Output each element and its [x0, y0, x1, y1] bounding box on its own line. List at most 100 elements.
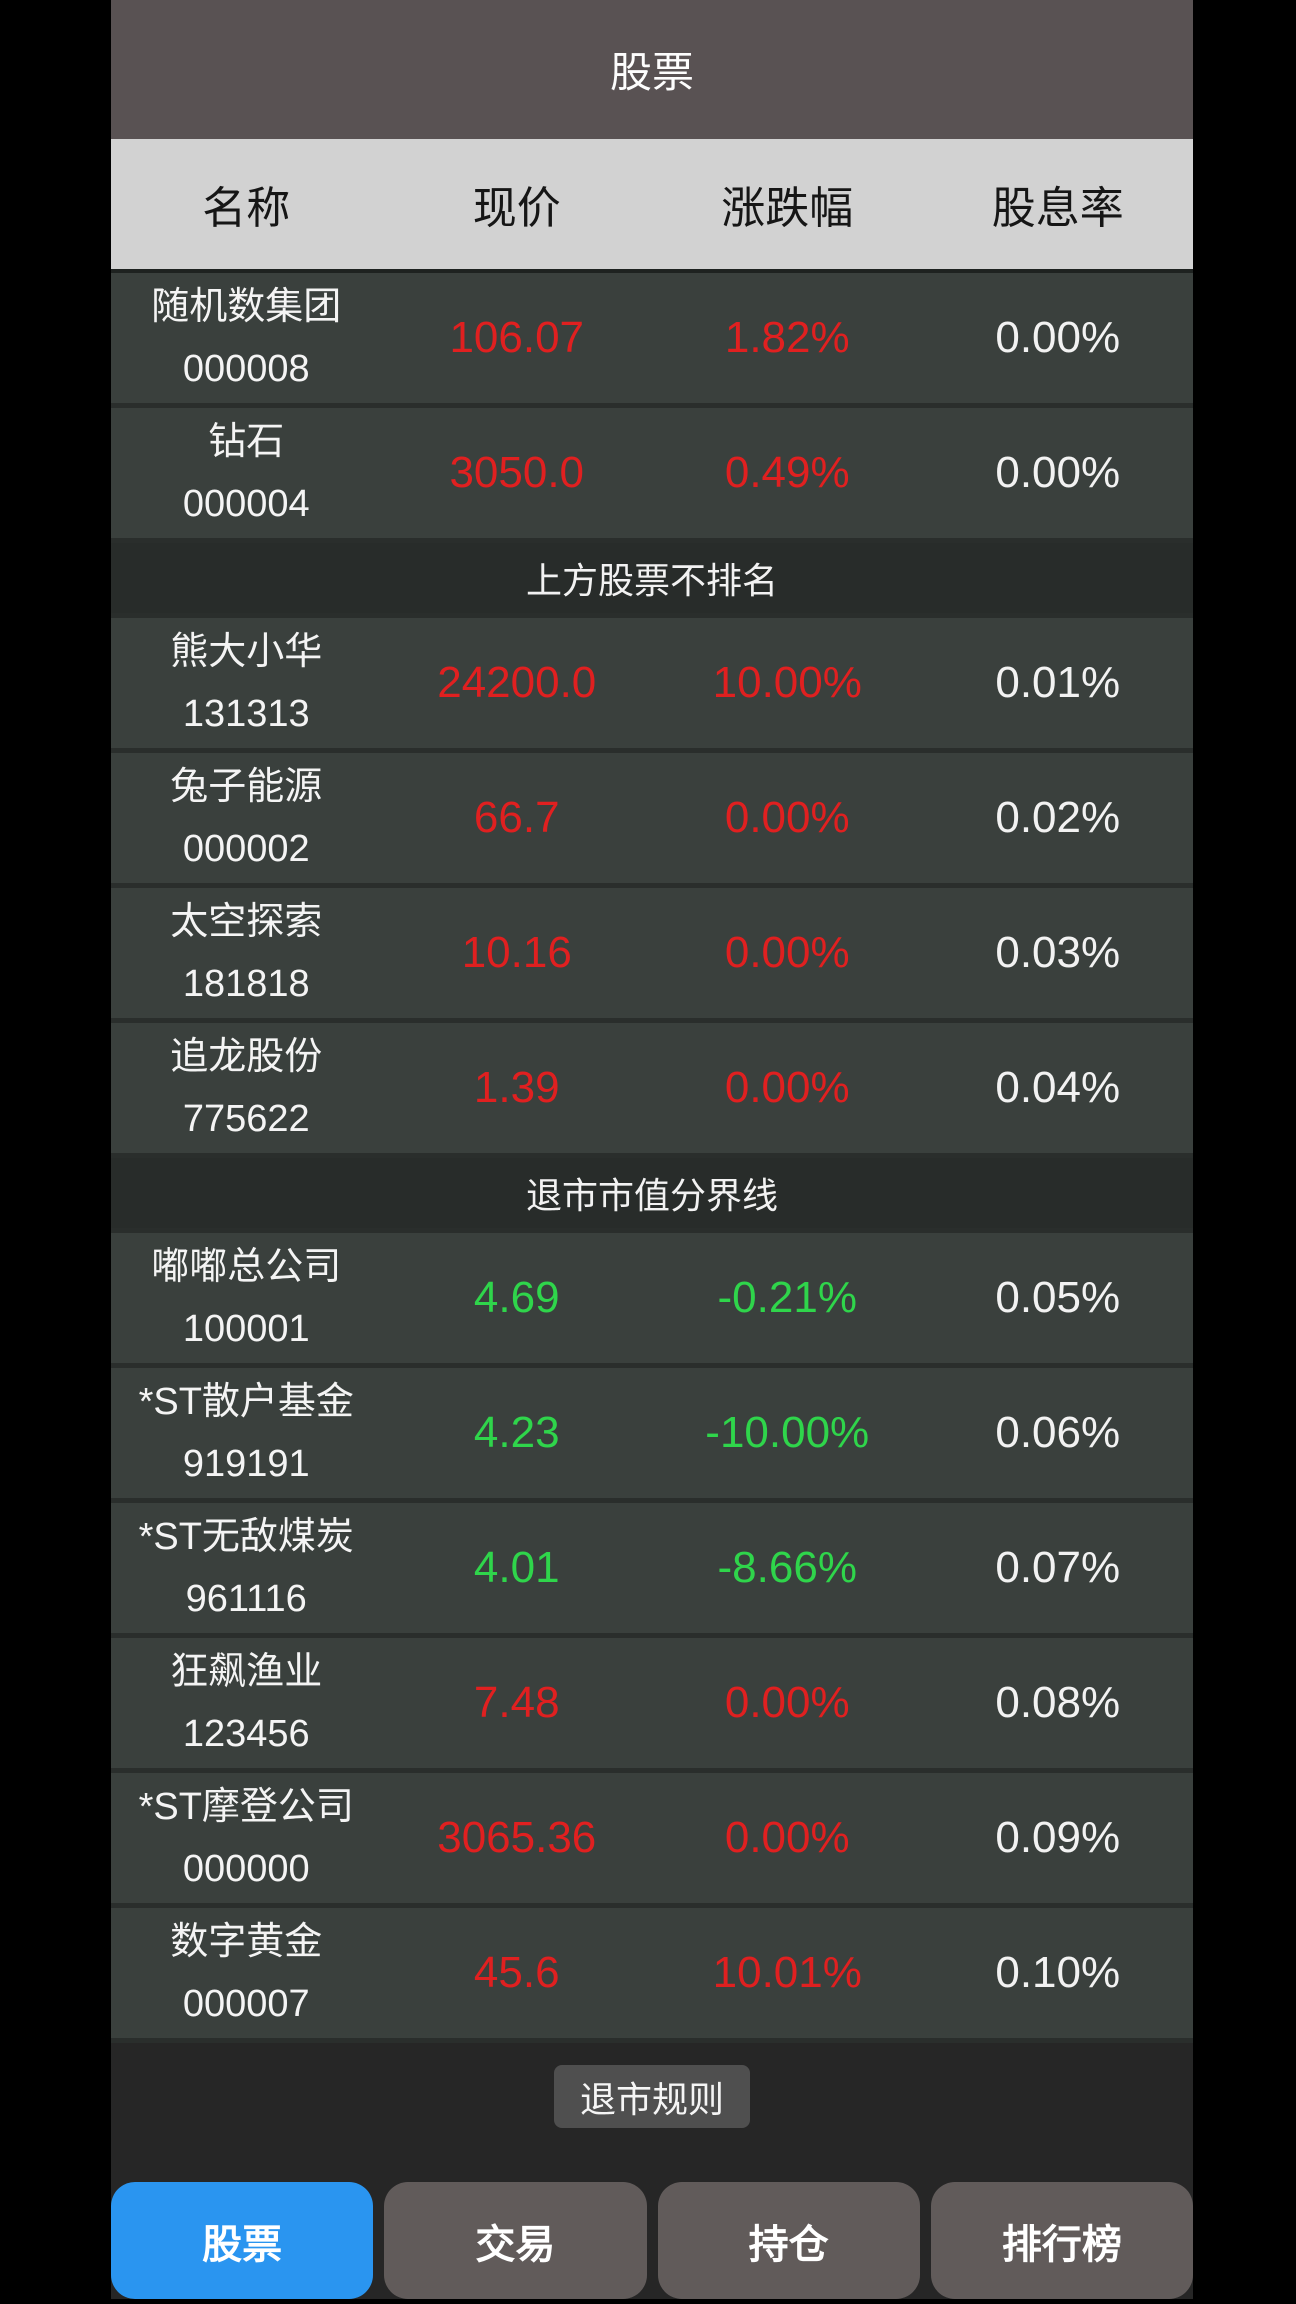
stock-change: -0.21% [717, 1273, 857, 1322]
stock-name: *ST散户基金 [138, 1381, 354, 1423]
separator-band-unranked: 上方股票不排名 [111, 543, 1193, 618]
tab-stocks[interactable]: 股票 [111, 2182, 374, 2299]
stock-name: 兔子能源 [170, 766, 323, 808]
table-row[interactable]: 随机数集团 000008 106.07 1.82% 0.00% [111, 273, 1193, 408]
stock-dividend: 0.08% [995, 1678, 1121, 1727]
stock-dividend: 0.00% [995, 313, 1121, 362]
stock-code: 000008 [182, 348, 310, 390]
table-row[interactable]: 钻石 000004 3050.0 0.49% 0.00% [111, 408, 1193, 543]
stock-name-cell: 追龙股份 775622 [111, 1023, 382, 1153]
tab-positions[interactable]: 持仓 [657, 2182, 920, 2299]
stock-name: 嘟嘟总公司 [151, 1246, 342, 1288]
table-row[interactable]: 追龙股份 775622 1.39 0.00% 0.04% [111, 1023, 1193, 1158]
table-row[interactable]: 嘟嘟总公司 100001 4.69 -0.21% 0.05% [111, 1233, 1193, 1368]
stock-price: 4.23 [473, 1408, 560, 1457]
stock-dividend: 0.03% [995, 928, 1121, 977]
stock-price: 24200.0 [437, 658, 597, 707]
title-bar: 股票 [111, 0, 1193, 139]
separator-label: 退市市值分界线 [525, 1175, 778, 1216]
table-row[interactable]: *ST散户基金 919191 4.23 -10.00% 0.06% [111, 1368, 1193, 1503]
table-row[interactable]: *ST摩登公司 000000 3065.36 0.00% 0.09% [111, 1773, 1193, 1908]
stock-dividend: 0.07% [995, 1543, 1121, 1592]
stock-name-cell: *ST无敌煤炭 961116 [111, 1503, 382, 1633]
page-title: 股票 [609, 49, 694, 96]
tab-leaderboard[interactable]: 排行榜 [930, 2182, 1193, 2299]
stock-change: 1.82% [724, 313, 850, 362]
stock-name-cell: 数字黄金 000007 [111, 1908, 382, 2038]
stock-dividend: 0.06% [995, 1408, 1121, 1457]
stock-code: 919191 [182, 1443, 310, 1485]
stock-name-cell: 太空探索 181818 [111, 888, 382, 1018]
delist-rules-button[interactable]: 退市规则 [553, 2065, 750, 2128]
stock-code: 775622 [182, 1098, 310, 1140]
bottom-tab-bar: 股票 交易 持仓 排行榜 [111, 2182, 1193, 2299]
stock-price: 7.48 [473, 1678, 560, 1727]
stock-dividend: 0.02% [995, 793, 1121, 842]
stock-price: 45.6 [473, 1948, 560, 1997]
stock-dividend: 0.10% [995, 1948, 1121, 1997]
stock-code: 000004 [182, 483, 310, 525]
stock-price: 3065.36 [437, 1813, 597, 1862]
stock-name: 数字黄金 [170, 1921, 323, 1963]
stock-name-cell: 熊大小华 131313 [111, 618, 382, 748]
stock-name: 随机数集团 [151, 286, 342, 328]
stock-dividend: 0.05% [995, 1273, 1121, 1322]
column-header-dividend: 股息率 [991, 184, 1124, 233]
stock-change: 0.49% [724, 448, 850, 497]
stock-price: 10.16 [461, 928, 572, 977]
stock-change: 10.00% [712, 658, 862, 707]
column-header-name: 名称 [202, 184, 291, 233]
stock-code: 000000 [182, 1848, 310, 1890]
tab-trade[interactable]: 交易 [384, 2182, 647, 2299]
stock-change: 10.01% [712, 1948, 862, 1997]
table-row[interactable]: *ST无敌煤炭 961116 4.01 -8.66% 0.07% [111, 1503, 1193, 1638]
table-row[interactable]: 数字黄金 000007 45.6 10.01% 0.10% [111, 1908, 1193, 2043]
stock-price: 66.7 [473, 793, 560, 842]
stock-dividend: 0.09% [995, 1813, 1121, 1862]
separator-band-delist-line: 退市市值分界线 [111, 1158, 1193, 1233]
stock-price: 106.07 [449, 313, 585, 362]
stock-change: 0.00% [724, 1678, 850, 1727]
table-row[interactable]: 狂飙渔业 123456 7.48 0.00% 0.08% [111, 1638, 1193, 1773]
table-header: 名称 现价 涨跌幅 股息率 [111, 139, 1193, 273]
stock-name-cell: 钻石 000004 [111, 408, 382, 538]
separator-label: 上方股票不排名 [525, 560, 778, 601]
stock-code: 000002 [182, 828, 310, 870]
stock-name-cell: 兔子能源 000002 [111, 753, 382, 883]
stock-change: 0.00% [724, 928, 850, 977]
table-row[interactable]: 太空探索 181818 10.16 0.00% 0.03% [111, 888, 1193, 1023]
stock-table: 随机数集团 000008 106.07 1.82% 0.00% 钻石 00000… [111, 273, 1193, 2043]
column-header-change: 涨跌幅 [721, 184, 854, 233]
stock-change: -10.00% [705, 1408, 870, 1457]
stock-name: 狂飙渔业 [170, 1651, 323, 1693]
stock-code: 131313 [182, 693, 310, 735]
stock-price: 1.39 [473, 1063, 560, 1112]
stock-name-cell: *ST散户基金 919191 [111, 1368, 382, 1498]
stock-change: 0.00% [724, 1813, 850, 1862]
stock-price: 3050.0 [449, 448, 585, 497]
stock-name: 太空探索 [170, 901, 323, 943]
stock-change: 0.00% [724, 1063, 850, 1112]
stock-change: 0.00% [724, 793, 850, 842]
stock-change: -8.66% [717, 1543, 857, 1592]
stock-name-cell: 随机数集团 000008 [111, 273, 382, 403]
stock-name: *ST无敌煤炭 [138, 1516, 354, 1558]
table-row[interactable]: 熊大小华 131313 24200.0 10.00% 0.01% [111, 618, 1193, 753]
stock-name: 钻石 [208, 421, 285, 463]
stock-name-cell: *ST摩登公司 000000 [111, 1773, 382, 1903]
stock-name-cell: 嘟嘟总公司 100001 [111, 1233, 382, 1363]
stock-dividend: 0.00% [995, 448, 1121, 497]
app-screen: 股票 名称 现价 涨跌幅 股息率 随机数集团 000008 106.07 1.8… [111, 0, 1193, 2299]
stock-name: 追龙股份 [170, 1036, 323, 1078]
stock-code: 961116 [185, 1578, 307, 1620]
footer: 退市规则 [111, 2043, 1193, 2128]
stock-dividend: 0.04% [995, 1063, 1121, 1112]
stock-price: 4.01 [473, 1543, 560, 1592]
stock-name: 熊大小华 [170, 631, 323, 673]
table-row[interactable]: 兔子能源 000002 66.7 0.00% 0.02% [111, 753, 1193, 888]
stock-name: *ST摩登公司 [138, 1786, 354, 1828]
stock-code: 181818 [182, 963, 310, 1005]
stock-code: 123456 [182, 1713, 310, 1755]
column-header-price: 现价 [472, 184, 561, 233]
stock-code: 000007 [182, 1983, 310, 2025]
